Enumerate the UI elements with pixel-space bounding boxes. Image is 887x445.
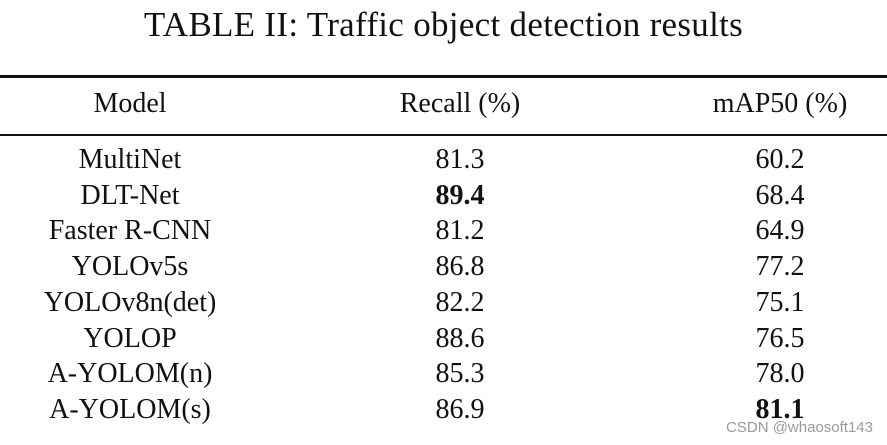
cell-recall: 86.8 [435,251,485,283]
column-header-model: Model [93,88,167,119]
cell-model: Faster R-CNN [48,215,212,247]
cell-map50: 64.9 [755,215,805,247]
cell-recall: 86.9 [435,393,485,425]
cell-map50: 75.1 [755,286,805,318]
cell-model: YOLOv8n(det) [43,286,217,318]
cell-model: A-YOLOM(s) [49,393,211,425]
table-caption: TABLE II: Traffic object detection resul… [143,5,744,44]
cell-recall: 85.3 [435,358,485,390]
cell-map50: 68.4 [755,179,805,211]
column-header-map50: mAP50 (%) [712,88,848,119]
cell-recall: 88.6 [435,322,485,354]
cell-map50: 76.5 [755,322,805,354]
cell-recall: 81.2 [435,215,485,247]
cell-recall: 82.2 [435,286,485,318]
cell-model: YOLOP [83,322,177,354]
cell-recall: 81.3 [435,144,485,175]
cell-map50: 78.0 [755,358,805,390]
cell-model: YOLOv5s [71,251,189,283]
top-rule [0,75,887,78]
header-rule [0,134,887,136]
cell-map50: 81.1 [755,393,805,425]
cell-map50: 77.2 [755,251,805,283]
cell-map50: 60.2 [755,144,805,175]
cell-recall: 89.4 [435,179,485,211]
watermark: CSDN @whaosoft143 [726,419,873,436]
cell-model: A-YOLOM(n) [47,358,213,390]
cell-model: DLT-Net [80,179,180,211]
column-header-recall: Recall (%) [399,88,521,119]
cell-model: MultiNet [78,144,182,175]
